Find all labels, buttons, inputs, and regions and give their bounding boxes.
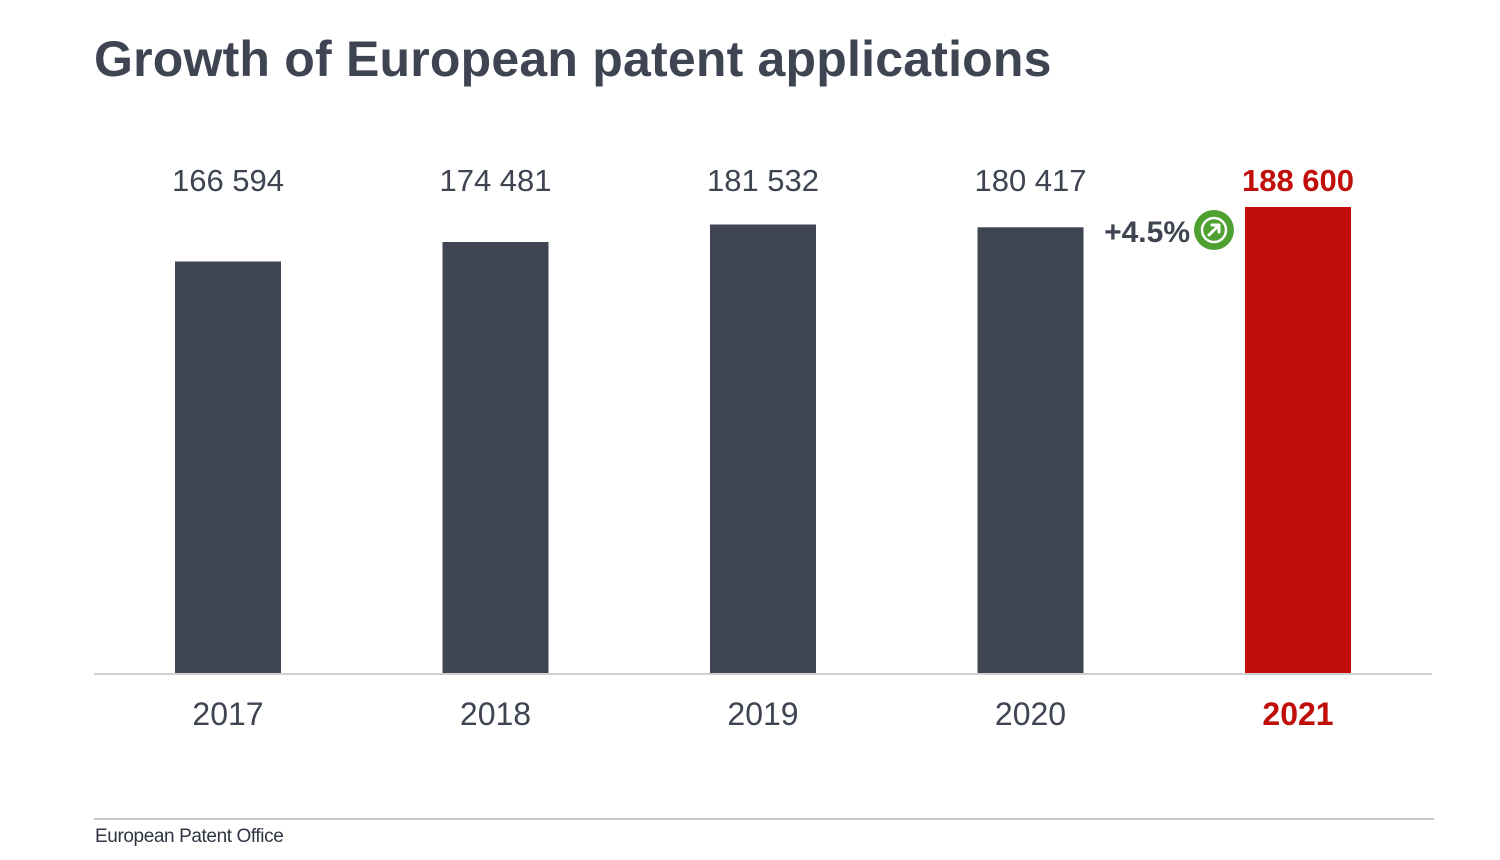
growth-annotation: +4.5% (1104, 210, 1234, 250)
labels-layer: 166 594 2017 174 481 2018 181 532 2019 180 417… (172, 163, 1354, 732)
value-label-2017: 166 594 (172, 163, 284, 198)
bar-2019 (710, 224, 816, 674)
value-label-2019: 181 532 (707, 163, 819, 198)
bars-layer (175, 207, 1351, 675)
value-label-2021: 188 600 (1242, 163, 1354, 198)
category-label-2018: 2018 (460, 696, 531, 732)
bar-2020 (977, 227, 1084, 675)
category-label-2021: 2021 (1262, 696, 1333, 732)
category-label-2017: 2017 (192, 696, 263, 732)
category-label-2019: 2019 (727, 696, 798, 732)
arrow-up-right-icon (1194, 210, 1234, 250)
value-label-2020: 180 417 (974, 163, 1086, 198)
category-label-2020: 2020 (995, 696, 1066, 732)
growth-percentage-label: +4.5% (1104, 216, 1190, 249)
bar-2017 (175, 261, 281, 674)
chart-title: Growth of European patent applications (94, 31, 1052, 87)
bar-2021 (1245, 207, 1351, 674)
bar-2018 (442, 242, 549, 674)
value-label-2018: 174 481 (439, 163, 551, 198)
source-label: European Patent Office (95, 826, 284, 847)
